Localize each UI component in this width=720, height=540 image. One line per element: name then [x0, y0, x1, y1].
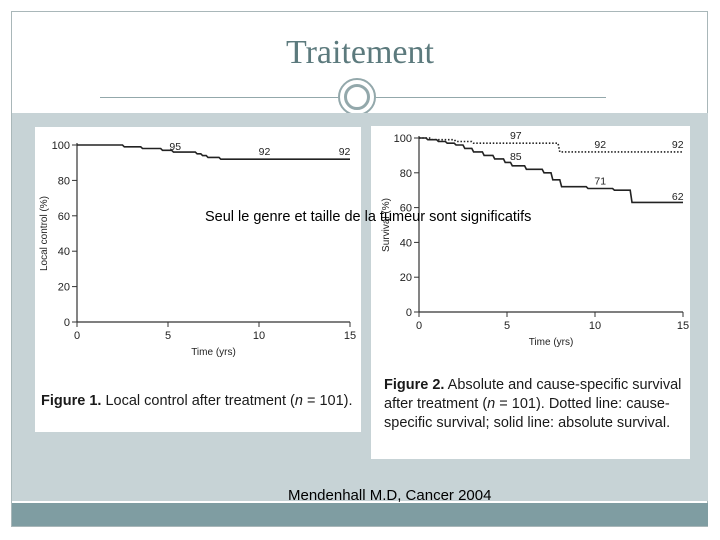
fig2-y-tick-label: 40	[400, 237, 412, 249]
fig1-y-tick-label: 100	[52, 140, 70, 152]
fig2-x-axis-label: Time (yrs)	[529, 337, 574, 348]
fig1-survival-line	[77, 144, 350, 161]
figure-1-caption-label: Figure 1.	[41, 393, 102, 409]
fig1-data-label: 92	[339, 146, 351, 158]
figure-2-chart: 0 20 40 60 80 100 0 5 10 15 Time (yrs) Survival (%)…	[381, 130, 689, 348]
slide-title: Traitement	[286, 34, 434, 71]
title-divider-left	[100, 97, 338, 98]
figure-2-caption: Figure 2. Absolute and cause-specific su…	[384, 376, 684, 433]
title-circle-ornament	[338, 78, 376, 116]
fig1-data-label: 92	[259, 146, 271, 158]
fig1-x-axis-label: Time (yrs)	[191, 347, 236, 358]
citation-text: Mendenhall M.D, Cancer 2004	[288, 487, 492, 504]
fig1-y-axis-label: Local control (%)	[39, 196, 50, 271]
fig2-data-label: 97	[510, 130, 522, 142]
fig2-survival-line	[419, 137, 683, 204]
fig1-x-tick-label: 15	[344, 330, 356, 342]
fig2-x-tick-label: 15	[677, 320, 689, 332]
fig2-y-tick-label: 0	[406, 307, 412, 319]
fig2-cause-specific-survival-line	[419, 137, 683, 153]
overlay-statement: Seul le genre et taille de la tumeur son…	[205, 209, 532, 225]
figure-1-panel: 0 20 40 60 80 100 0 5 10 15 Time (yrs) Local contro…	[35, 127, 361, 432]
fig2-data-label: 85	[510, 151, 522, 163]
fig2-y-tick-label: 20	[400, 272, 412, 284]
fig1-data-label: 95	[169, 141, 181, 153]
fig1-x-tick-label: 10	[253, 330, 265, 342]
fig1-x-tick-label: 0	[74, 330, 80, 342]
fig2-y-axis-label: Survival (%)	[381, 198, 392, 252]
fig2-data-label: 92	[672, 139, 684, 151]
fig1-y-tick-label: 20	[58, 282, 70, 294]
fig2-data-label: 71	[594, 175, 606, 187]
fig1-x-tick-label: 5	[165, 330, 171, 342]
fig1-y-tick-label: 0	[64, 317, 70, 329]
fig2-x-tick-label: 0	[416, 320, 422, 332]
figure-1-caption-text: Local control after treatment (	[101, 393, 295, 409]
fig2-data-label: 92	[594, 139, 606, 151]
fig1-y-tick-label: 40	[58, 246, 70, 258]
slide-bottom-bar	[12, 503, 708, 526]
figure-1-caption: Figure 1. Local control after treatment …	[41, 392, 357, 411]
figure-2-caption-end: = 101). Dotted line: cause-specific surv…	[384, 396, 671, 431]
fig1-y-tick-label: 80	[58, 175, 70, 187]
fig2-y-tick-label: 80	[400, 168, 412, 180]
figure-2-caption-n: n	[487, 396, 496, 412]
fig2-x-tick-label: 5	[504, 320, 510, 332]
fig2-x-tick-label: 10	[589, 320, 601, 332]
fig1-y-tick-label: 60	[58, 211, 70, 223]
figure-2-caption-text: Absolute and cause-specific survival aft…	[384, 377, 682, 412]
figure-2-caption-label: Figure 2.	[384, 377, 445, 393]
title-divider-right	[376, 97, 606, 98]
fig2-y-tick-label: 60	[400, 203, 412, 215]
figure-1-caption-end: = 101).	[302, 393, 353, 409]
figure-1-chart: 0 20 40 60 80 100 0 5 10 15 Time (yrs) Local contro…	[39, 140, 356, 358]
figure-1-caption-n: n	[294, 393, 303, 409]
figure-2-panel: 0 20 40 60 80 100 0 5 10 15 Time (yrs) Survival (%)…	[371, 126, 690, 459]
fig2-data-label: 62	[672, 191, 684, 203]
fig2-y-tick-label: 100	[394, 133, 412, 145]
